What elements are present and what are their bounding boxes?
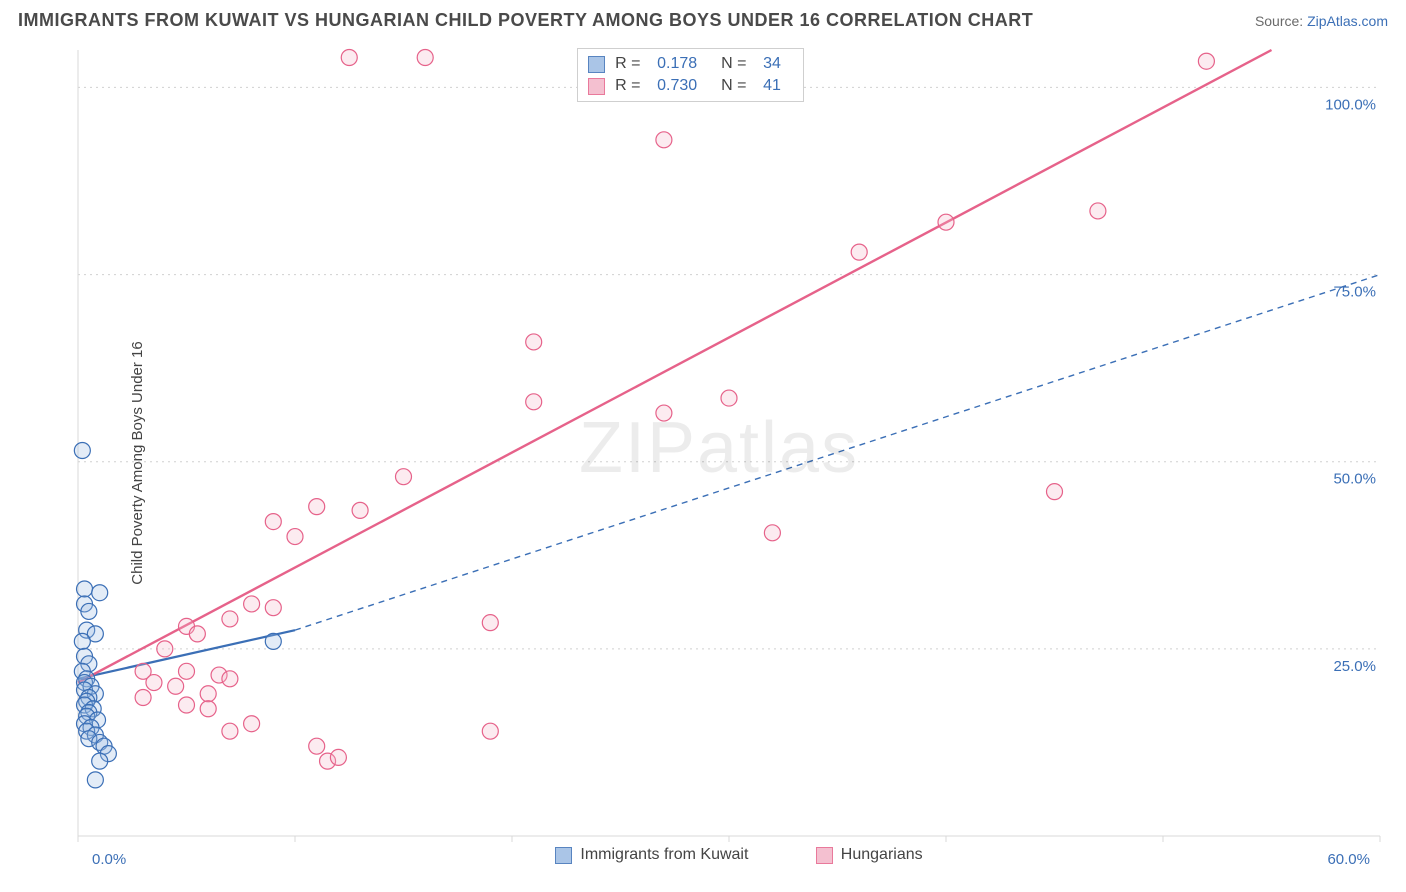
svg-text:100.0%: 100.0% (1325, 96, 1376, 113)
correlation-stats-box: R = 0.178 N = 34 R = 0.730 N = 41 (577, 48, 804, 102)
legend-swatch-icon (588, 78, 605, 95)
source-link[interactable]: ZipAtlas.com (1307, 13, 1388, 29)
stat-r-label: R = (615, 55, 647, 73)
legend-swatch-icon (588, 56, 605, 73)
stat-n-value: 34 (763, 55, 793, 73)
svg-text:75.0%: 75.0% (1333, 284, 1376, 301)
chart-area: Child Poverty Among Boys Under 16 0.0%60… (18, 44, 1396, 882)
legend-swatch-icon (816, 847, 833, 864)
source-prefix: Source: (1255, 13, 1307, 29)
stat-r-value: 0.178 (657, 55, 711, 73)
source-attribution: Source: ZipAtlas.com (1255, 13, 1388, 29)
legend-label: Immigrants from Kuwait (580, 846, 748, 864)
stat-n-label: N = (721, 55, 753, 73)
stats-row: R = 0.178 N = 34 (588, 53, 793, 75)
stat-n-value: 41 (763, 77, 793, 95)
legend-item-series-0: Immigrants from Kuwait (555, 846, 748, 864)
svg-text:60.0%: 60.0% (1327, 851, 1370, 868)
legend-label: Hungarians (841, 846, 923, 864)
legend-swatch-icon (555, 847, 572, 864)
scatter-plot: 0.0% 60.0% 25.0% 50.0% 75.0% 100.0% (64, 44, 1396, 882)
svg-text:50.0%: 50.0% (1333, 471, 1376, 488)
svg-text:0.0%: 0.0% (92, 851, 126, 868)
stat-n-label: N = (721, 77, 753, 95)
legend-item-series-1: Hungarians (816, 846, 923, 864)
stat-r-value: 0.730 (657, 77, 711, 95)
stats-row: R = 0.730 N = 41 (588, 75, 793, 97)
stat-r-label: R = (615, 77, 647, 95)
chart-title: IMMIGRANTS FROM KUWAIT VS HUNGARIAN CHIL… (18, 10, 1033, 31)
svg-text:25.0%: 25.0% (1333, 658, 1376, 675)
chart-header: IMMIGRANTS FROM KUWAIT VS HUNGARIAN CHIL… (18, 10, 1388, 31)
